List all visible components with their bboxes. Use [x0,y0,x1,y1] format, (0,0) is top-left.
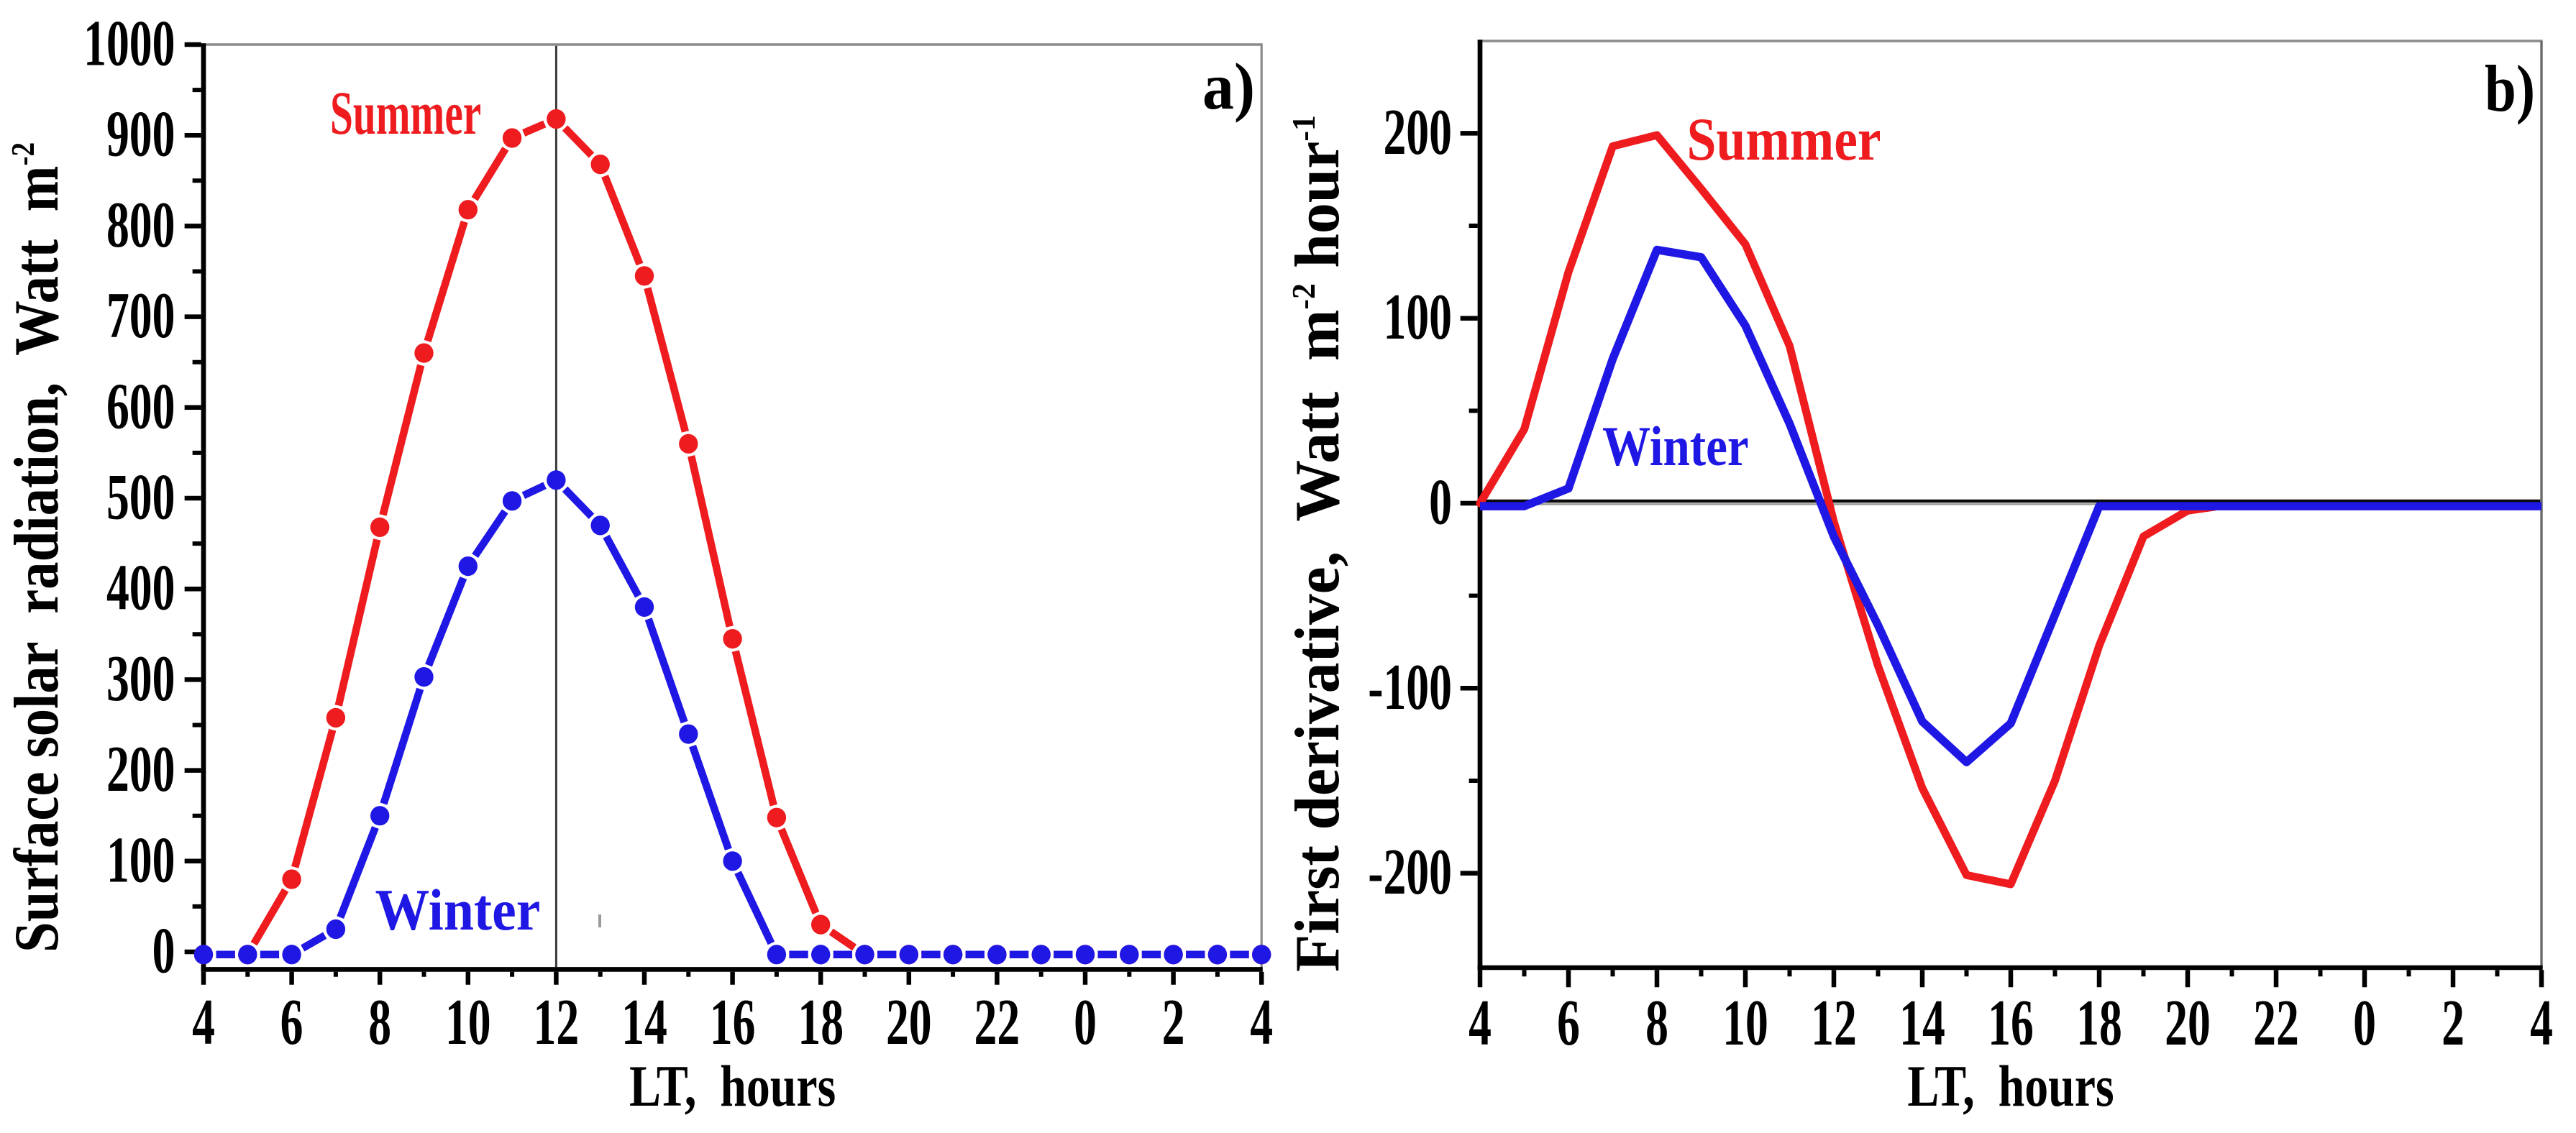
svg-text:600: 600 [106,370,175,442]
svg-text:4: 4 [2530,986,2553,1059]
svg-text:4: 4 [1469,986,1492,1059]
svg-text:10: 10 [445,986,491,1058]
svg-text:a): a) [1202,50,1255,123]
svg-text:12: 12 [1811,986,1857,1059]
svg-text:Winter: Winter [1602,415,1749,477]
svg-text:0: 0 [152,914,175,986]
svg-text:16: 16 [1988,986,2034,1059]
svg-text:4: 4 [1250,986,1273,1058]
svg-text:14: 14 [621,986,667,1058]
svg-text:100: 100 [106,823,175,896]
svg-text:500: 500 [106,460,175,533]
svg-text:22: 22 [2253,986,2299,1059]
svg-text:-200: -200 [1368,835,1452,908]
svg-text:200: 200 [106,733,175,805]
svg-text:b): b) [2485,52,2535,125]
svg-text:700: 700 [106,279,175,352]
svg-text:2: 2 [1162,986,1185,1058]
svg-text:2: 2 [2442,986,2465,1059]
svg-text:Summer: Summer [330,79,481,147]
svg-text:0: 0 [1074,986,1097,1058]
svg-text:Surface solar radiation, Wat: Surface solar radiation, Watt m-2 [1,142,71,953]
svg-text:Winter: Winter [375,878,541,942]
svg-text:100: 100 [1383,280,1452,353]
svg-text:20: 20 [2165,986,2211,1059]
svg-text:300: 300 [106,642,175,715]
svg-text:LT, hours: LT, hours [1907,1054,2114,1119]
svg-text:10: 10 [1722,986,1768,1059]
svg-text:0: 0 [1429,465,1452,538]
svg-text:22: 22 [974,986,1020,1058]
svg-text:LT, hours: LT, hours [629,1054,836,1119]
svg-text:800: 800 [106,188,175,261]
svg-text:First derivative, Watt m-2 h: First derivative, Watt m-2 hour-1 [1282,115,1352,972]
svg-text:4: 4 [192,986,215,1058]
svg-text:8: 8 [368,986,391,1058]
svg-text:18: 18 [2076,986,2122,1059]
svg-text:12: 12 [534,986,580,1058]
svg-text:900: 900 [106,98,175,170]
svg-text:20: 20 [886,986,932,1058]
svg-text:6: 6 [1557,986,1580,1059]
svg-text:400: 400 [106,551,175,624]
svg-text:Summer: Summer [1687,106,1881,173]
svg-text:0: 0 [2353,986,2376,1059]
svg-text:18: 18 [798,986,844,1058]
svg-text:-100: -100 [1368,651,1452,723]
svg-text:1000: 1000 [83,6,175,79]
svg-text:14: 14 [1899,986,1945,1059]
svg-text:200: 200 [1383,96,1452,168]
svg-text:6: 6 [280,986,303,1058]
svg-text:8: 8 [1645,986,1668,1059]
svg-text:16: 16 [710,986,756,1058]
